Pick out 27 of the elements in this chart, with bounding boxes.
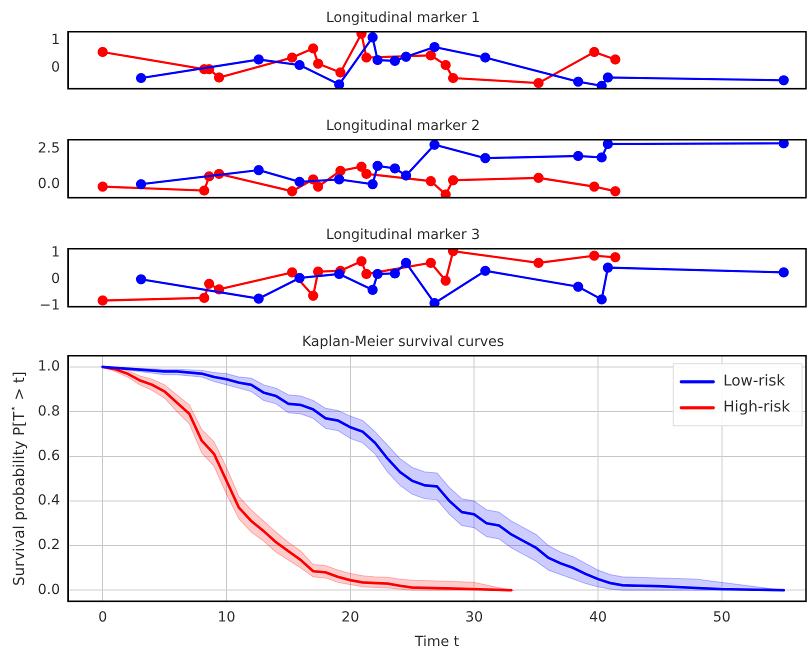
y-tick-label: 0 [51,270,60,287]
legend-label: Low-risk [723,372,786,390]
chart-title: Kaplan-Meier survival curves [302,334,504,350]
chart-title: Longitudinal marker 2 [326,118,480,134]
x-tick-label: 30 [465,609,484,626]
y-tick-label: 0.6 [38,448,60,464]
x-tick-label: 0 [98,609,108,626]
chart-title: Longitudinal marker 3 [326,227,480,244]
y-axis-title: Survival probability P[T⋆ > t] [8,371,28,586]
x-tick-label: 40 [589,609,607,626]
chart-title: Longitudinal marker 1 [326,10,480,26]
y-tick-label: 1 [51,32,60,48]
y-tick-label: 0 [51,59,60,76]
y-tick-label: 2.5 [38,140,60,157]
y-tick-label: 0.4 [38,492,60,509]
x-tick-label: 20 [341,609,360,626]
x-tick-label: 50 [712,609,731,626]
y-tick-label: 0.0 [38,176,60,192]
x-tick-label: 10 [218,609,236,626]
y-tick-label: 0.8 [38,403,60,420]
y-tick-label: −1 [39,297,60,314]
y-tick-label: 1 [51,244,60,260]
y-tick-label: 1.0 [38,358,60,375]
legend-label: High-risk [723,398,790,416]
y-tick-label: 0.0 [38,582,60,598]
x-axis-title: Time t [414,634,460,650]
y-tick-label: 0.2 [38,537,60,554]
